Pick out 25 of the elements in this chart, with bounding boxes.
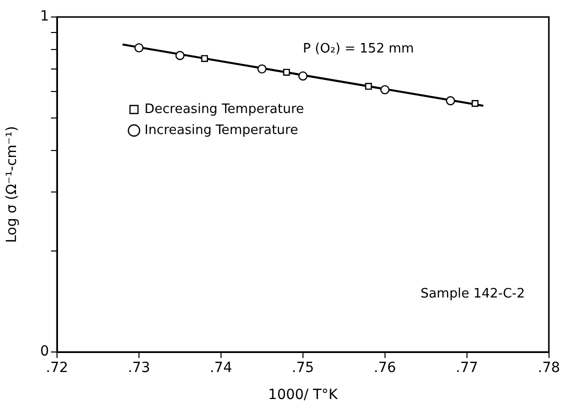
- y-tick-label: 1: [40, 8, 49, 25]
- y-axis-title: Log σ (Ω⁻¹-cm⁻¹): [4, 126, 20, 243]
- point: [257, 64, 267, 74]
- legend-label: Increasing Temperature: [144, 122, 298, 138]
- point: [472, 100, 479, 107]
- point: [298, 71, 308, 81]
- x-tick-label: .75: [292, 360, 314, 376]
- x-tick-label: .77: [456, 360, 478, 376]
- point: [175, 50, 185, 60]
- point: [365, 82, 372, 90]
- x-tick-label: .73: [128, 360, 150, 376]
- x-tick-label: .78: [538, 360, 560, 376]
- point: [446, 96, 456, 106]
- x-tick-label: .74: [210, 360, 232, 376]
- point: [283, 68, 290, 76]
- annotation: P (O₂) = 152 mm: [302, 41, 414, 56]
- point: [134, 43, 144, 52]
- legend-label: Decreasing Temperature: [144, 102, 304, 117]
- point: [201, 55, 208, 62]
- x-tick-label: .76: [374, 360, 396, 376]
- point: [380, 85, 390, 94]
- x-tick-label: .72: [46, 360, 68, 376]
- x-axis-title: 1000/ T°K: [268, 387, 339, 404]
- y-tick-label: 0: [40, 344, 49, 360]
- annotation: Sample 142-C-2: [420, 286, 525, 302]
